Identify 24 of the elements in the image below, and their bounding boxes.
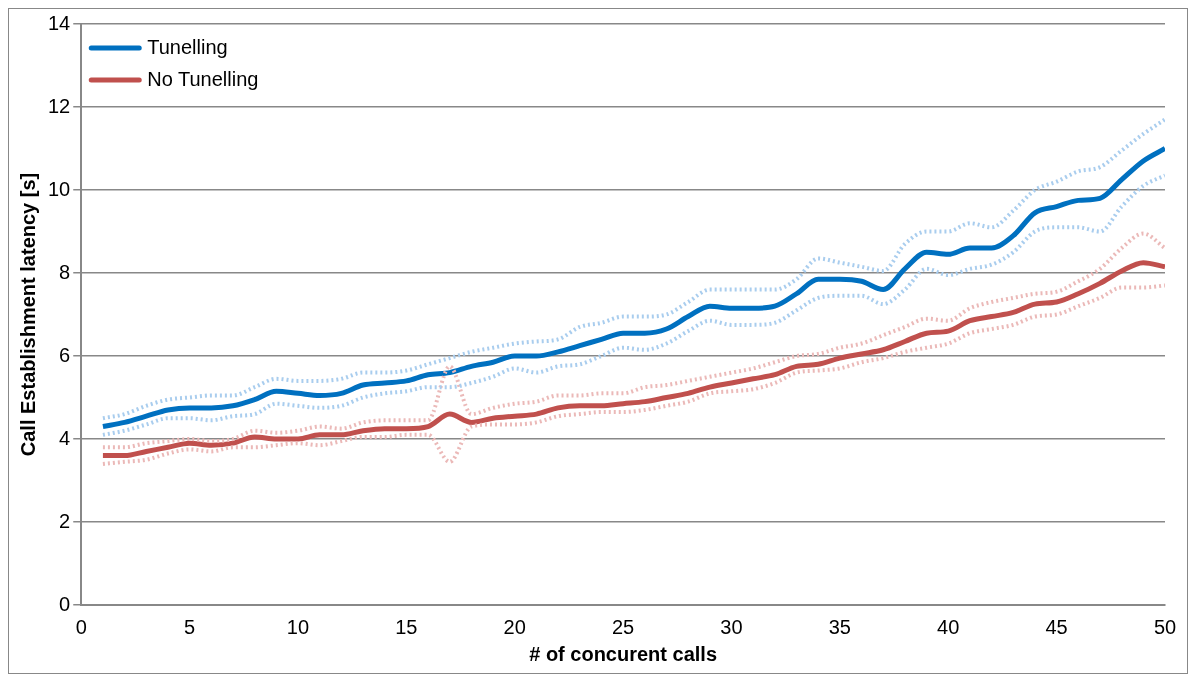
x-tick-label: 5	[184, 615, 196, 638]
x-tick-label: 30	[720, 615, 743, 638]
y-axis-title: Call Establishment latency [s]	[16, 172, 39, 457]
x-tick-label: 15	[395, 615, 418, 638]
x-tick-label: 50	[1153, 615, 1177, 638]
y-tick-label: 6	[59, 343, 71, 366]
x-tick-label: 10	[286, 615, 310, 638]
legend-label: Tunelling	[147, 35, 228, 58]
x-tick-label: 40	[937, 615, 960, 638]
y-tick-label: 12	[48, 94, 71, 117]
y-tick-label: 8	[59, 260, 71, 283]
y-tick-label: 10	[48, 177, 71, 200]
y-tick-label: 0	[59, 592, 71, 615]
y-tick-label: 14	[48, 11, 71, 34]
x-tick-label: 45	[1045, 615, 1068, 638]
x-axis-title: # of concurent calls	[529, 642, 718, 665]
y-tick-label: 2	[59, 509, 71, 532]
legend-label: No Tunelling	[147, 67, 259, 90]
y-tick-label: 4	[59, 426, 71, 449]
x-tick-label: 25	[612, 615, 635, 638]
x-tick-label: 0	[75, 615, 87, 638]
x-tick-label: 35	[828, 615, 851, 638]
line-series	[100, 231, 1165, 450]
x-tick-label: 20	[503, 615, 526, 638]
